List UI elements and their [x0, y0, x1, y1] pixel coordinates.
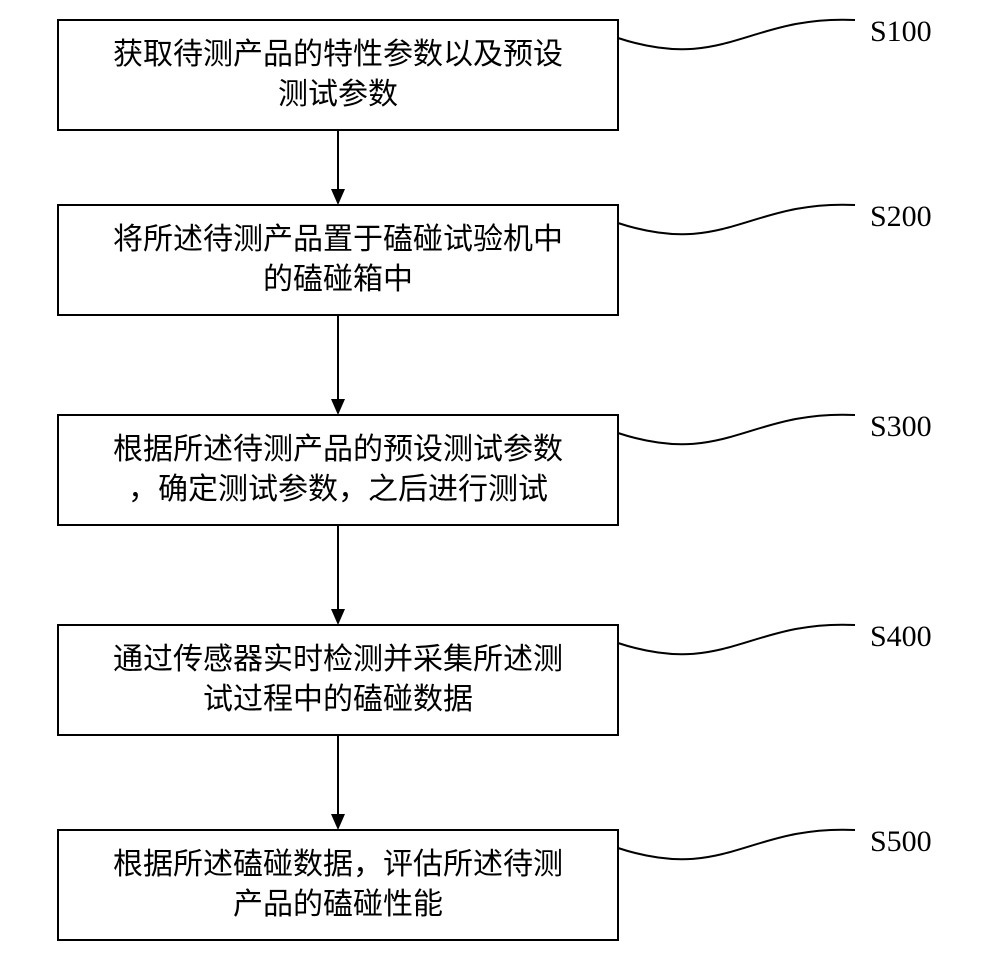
step-label: S300: [870, 410, 932, 443]
step-text-line: 试过程中的磕碰数据: [203, 683, 473, 716]
step-text-line: 通过传感器实时检测并采集所述测: [113, 643, 563, 676]
step-text-line: 产品的磕碰性能: [233, 888, 443, 921]
leader-curve: [618, 625, 855, 655]
flow-step-s100: 获取待测产品的特性参数以及预设测试参数 S100: [58, 15, 932, 130]
step-text-line: 获取待测产品的特性参数以及预设: [113, 38, 563, 71]
leader-curve: [618, 415, 855, 445]
arrowhead-icon: [331, 189, 345, 205]
flow-step-s500: 根据所述磕碰数据，评估所述待测产品的磕碰性能 S500: [58, 825, 932, 940]
flowchart-canvas: 获取待测产品的特性参数以及预设测试参数 S100 将所述待测产品置于磕碰试验机中的磕…: [0, 0, 1000, 957]
connector-0: [331, 130, 345, 205]
step-text-line: 根据所述待测产品的预设测试参数: [113, 433, 563, 466]
flow-step-s200: 将所述待测产品置于磕碰试验机中的磕碰箱中 S200: [58, 200, 932, 315]
flow-step-s400: 通过传感器实时检测并采集所述测试过程中的磕碰数据 S400: [58, 620, 932, 735]
step-box: [58, 625, 618, 735]
step-text-line: 的磕碰箱中: [263, 263, 413, 296]
connector-3: [331, 735, 345, 830]
step-box: [58, 830, 618, 940]
step-box: [58, 415, 618, 525]
step-label: S500: [870, 825, 932, 858]
flow-step-s300: 根据所述待测产品的预设测试参数 ，确定测试参数，之后进行测试 S300: [58, 410, 932, 525]
step-label: S100: [870, 15, 932, 48]
step-box: [58, 20, 618, 130]
arrowhead-icon: [331, 609, 345, 625]
leader-curve: [618, 20, 855, 50]
step-text-line: 将所述待测产品置于磕碰试验机中: [113, 223, 563, 256]
connector-2: [331, 525, 345, 625]
arrowhead-icon: [331, 814, 345, 830]
leader-curve: [618, 830, 855, 860]
step-label: S400: [870, 620, 932, 653]
leader-curve: [618, 205, 855, 235]
step-text-line: 根据所述磕碰数据，评估所述待测: [113, 848, 563, 881]
step-label: S200: [870, 200, 932, 233]
step-text-line: 测试参数: [278, 78, 398, 111]
step-text-line: ，确定测试参数，之后进行测试: [128, 473, 548, 506]
arrowhead-icon: [331, 399, 345, 415]
connector-1: [331, 315, 345, 415]
step-box: [58, 205, 618, 315]
